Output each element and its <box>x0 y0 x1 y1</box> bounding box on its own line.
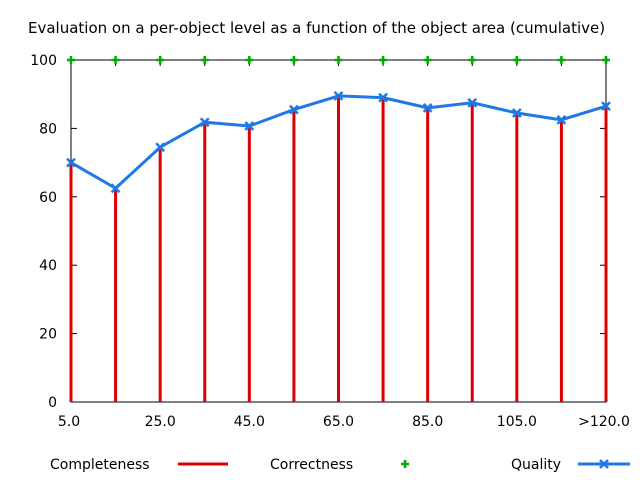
correctness-point <box>379 56 388 64</box>
y-tick-label: 80 <box>39 121 57 137</box>
quality-point <box>422 102 433 113</box>
y-tick-label: 100 <box>30 53 57 69</box>
correctness-point <box>423 56 432 64</box>
x-tick-label: 5.0 <box>58 414 80 430</box>
legend-quality-swatch <box>578 459 630 469</box>
quality-point <box>244 121 255 131</box>
x-tick-label: 105.0 <box>497 414 537 430</box>
legend-correctness-swatch <box>401 460 409 468</box>
quality-point <box>199 117 210 128</box>
correctness-point <box>245 56 254 64</box>
x-tick-label: 45.0 <box>234 414 265 430</box>
correctness-point <box>67 56 75 64</box>
legend-quality-label: Quality <box>511 457 561 473</box>
y-tick-label: 0 <box>48 395 57 411</box>
correctness-point <box>156 56 165 64</box>
correctness-point <box>289 56 298 64</box>
y-tick-label: 60 <box>39 190 57 206</box>
quality-point <box>289 104 299 115</box>
x-tick-label: 25.0 <box>145 414 176 430</box>
plot-area: 0 20 40 60 80 100 5.0 25.0 45.0 65.0 85.0 105.0 >120… <box>30 53 630 430</box>
quality-point <box>467 97 478 108</box>
correctness-point <box>200 56 209 64</box>
correctness-point <box>557 56 566 64</box>
correctness-point <box>111 56 120 64</box>
correctness-point <box>468 56 477 64</box>
legend-correctness-label: Correctness <box>270 457 353 473</box>
correctness-point <box>512 56 521 64</box>
quality-point <box>155 142 166 153</box>
legend-completeness-label: Completeness <box>50 457 150 473</box>
quality-point <box>556 114 567 125</box>
correctness-point <box>334 56 343 64</box>
quality-point <box>66 157 76 168</box>
quality-point <box>378 92 388 103</box>
y-tick-label: 20 <box>39 327 57 343</box>
quality-point <box>511 108 522 118</box>
chart-title: Evaluation on a per-object level as a fu… <box>28 19 605 37</box>
x-tick-label: 85.0 <box>412 414 443 430</box>
quality-point <box>333 91 344 101</box>
correctness-point <box>602 56 610 64</box>
x-tick-label: 65.0 <box>323 414 354 430</box>
x-tick-label: >120.0 <box>578 414 630 430</box>
legend: Completeness Correctness Quality <box>50 457 630 473</box>
quality-point <box>110 183 121 194</box>
quality-point <box>601 101 611 112</box>
y-tick-label: 40 <box>39 258 57 274</box>
